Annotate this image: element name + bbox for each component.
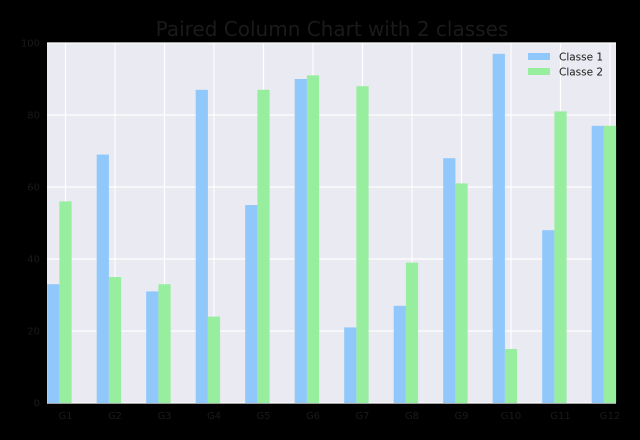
bar-classe-1 xyxy=(146,291,159,403)
x-tick-label: G9 xyxy=(454,411,468,422)
y-tick-label: 80 xyxy=(27,111,40,122)
x-tick-label: G8 xyxy=(405,411,419,422)
legend-swatch xyxy=(528,53,550,60)
x-tick-label: G4 xyxy=(207,411,221,422)
bar-classe-2 xyxy=(158,284,171,403)
x-tick-label: G11 xyxy=(550,411,570,422)
bar-classe-2 xyxy=(554,111,567,404)
bar-classe-2 xyxy=(59,201,72,403)
bar-classe-1 xyxy=(294,79,307,403)
y-axis: 0 20 40 60 80 100 xyxy=(21,39,40,410)
legend-label: Classe 2 xyxy=(559,67,603,79)
legend: Classe 1 Classe 2 xyxy=(528,52,603,79)
bar-classe-1 xyxy=(344,327,357,403)
bar-classe-1 xyxy=(393,305,406,403)
legend-swatch xyxy=(528,68,550,75)
bar-classe-2 xyxy=(108,277,122,403)
bar-classe-1 xyxy=(47,284,60,403)
x-tick-label: G5 xyxy=(256,411,270,422)
x-tick-label: G12 xyxy=(600,411,620,422)
x-axis: G1 G2 G3 G4 G5 G6 G7 G8 G9 G10 G11 G12 xyxy=(58,411,620,422)
y-tick-label: 60 xyxy=(27,183,40,194)
x-tick-label: G2 xyxy=(108,411,122,422)
chart-title: Paired Column Chart with 2 classes xyxy=(156,17,509,41)
bar-classe-2 xyxy=(603,125,617,404)
legend-label: Classe 1 xyxy=(559,52,603,64)
bar-classe-2 xyxy=(306,75,320,404)
bar-classe-2 xyxy=(207,316,221,403)
y-tick-label: 20 xyxy=(27,327,40,338)
bar-classe-1 xyxy=(542,230,555,403)
bar-classe-2 xyxy=(356,86,369,403)
y-tick-label: 0 xyxy=(34,399,40,410)
x-tick-label: G3 xyxy=(157,411,171,422)
x-tick-label: G6 xyxy=(306,411,320,422)
bar-classe-1 xyxy=(492,53,505,404)
bar-classe-1 xyxy=(96,154,109,403)
bars-layer xyxy=(47,53,617,404)
x-tick-label: G10 xyxy=(501,411,521,422)
bar-classe-2 xyxy=(257,89,270,404)
bar-classe-1 xyxy=(195,89,208,404)
x-tick-label: G1 xyxy=(58,411,72,422)
bar-classe-2 xyxy=(504,349,518,403)
y-tick-label: 100 xyxy=(21,39,40,50)
plot-area xyxy=(47,43,616,403)
bar-classe-1 xyxy=(443,158,456,403)
y-tick-label: 40 xyxy=(27,255,40,266)
bar-classe-1 xyxy=(591,125,604,404)
bar-classe-1 xyxy=(245,205,258,403)
bar-classe-2 xyxy=(405,262,419,403)
x-tick-label: G7 xyxy=(355,411,369,422)
bar-classe-2 xyxy=(455,183,468,403)
